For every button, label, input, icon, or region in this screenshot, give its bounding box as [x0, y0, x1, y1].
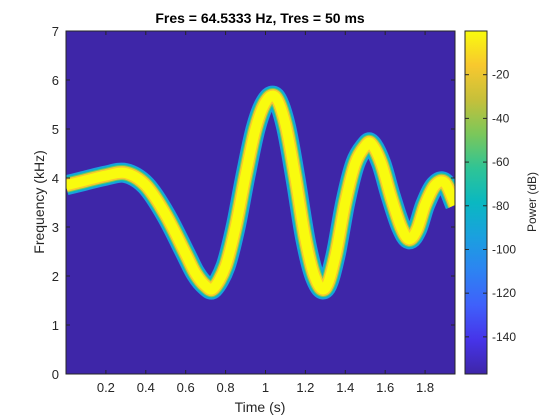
colorbar-tick-label: -80: [492, 199, 510, 213]
x-axis: 0.2 0.4 0.6 0.8 1 1.2 1.4 1.6 1.8: [97, 31, 434, 395]
y-tick-label: 7: [52, 24, 59, 39]
x-tick-label: 0.8: [217, 380, 235, 395]
ridge-layer: [66, 85, 455, 300]
x-tick-label: 1.6: [376, 380, 394, 395]
y-tick-label: 6: [52, 73, 59, 88]
x-tick-label: 1.4: [336, 380, 354, 395]
colorbar-ticks: -140 -120 -100 -80 -60 -40 -20: [465, 68, 516, 344]
x-tick-label: 0.2: [97, 380, 115, 395]
colorbar-tick-label: -140: [492, 330, 516, 344]
colorbar: [464, 30, 488, 375]
y-axis-label: Frequency (kHz): [31, 150, 47, 253]
y-axis: 0 1 2 3 4 5 6 7: [52, 24, 455, 382]
x-tick-label: 1: [262, 380, 269, 395]
x-tick-label: 1.8: [416, 380, 434, 395]
x-tick-label: 1.2: [296, 380, 314, 395]
y-tick-label: 0: [52, 367, 59, 382]
y-tick-label: 2: [52, 269, 59, 284]
x-axis-label: Time (s): [235, 399, 286, 415]
x-tick-label: 0.6: [177, 380, 195, 395]
x-tick-label: 0.4: [137, 380, 155, 395]
plot-frame: [65, 30, 456, 375]
colorbar-label: Power (dB): [525, 172, 539, 232]
y-tick-label: 3: [52, 220, 59, 235]
colorbar-tick-label: -40: [492, 111, 510, 125]
chart-title: Fres = 64.5333 Hz, Tres = 50 ms: [155, 10, 365, 26]
colorbar-tick-label: -20: [492, 68, 510, 82]
ridge-core: [66, 90, 455, 295]
colorbar-tick-label: -120: [492, 286, 516, 300]
colorbar-tick-label: -60: [492, 155, 510, 169]
y-tick-label: 5: [52, 122, 59, 137]
colorbar-tick-label: -100: [492, 242, 516, 256]
y-tick-label: 4: [52, 171, 59, 186]
y-tick-label: 1: [52, 318, 59, 333]
